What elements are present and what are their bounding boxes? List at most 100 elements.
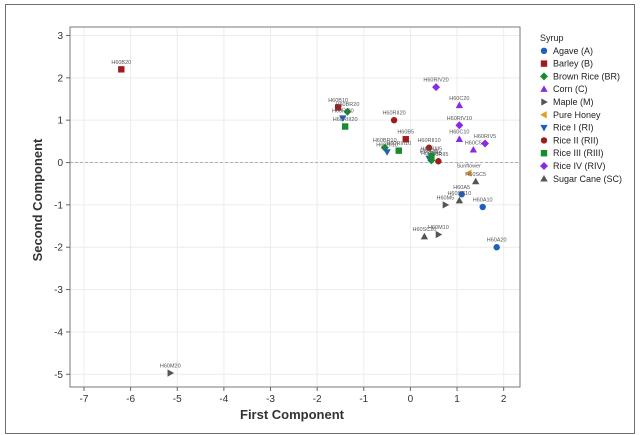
legend-item-label: Brown Rice (BR) bbox=[553, 71, 620, 81]
y-tick-label: 2 bbox=[57, 73, 63, 84]
x-tick-label: -3 bbox=[266, 394, 275, 405]
data-point bbox=[118, 66, 125, 73]
legend-marker bbox=[540, 150, 548, 157]
point-label: H60RIV20 bbox=[423, 78, 448, 84]
point-label: H60RIV5 bbox=[474, 134, 496, 140]
x-axis-title: First Component bbox=[240, 407, 345, 422]
legend-marker bbox=[540, 72, 548, 81]
legend-marker bbox=[540, 60, 548, 67]
legend-item-label: Corn (C) bbox=[553, 84, 588, 94]
x-tick-label: 2 bbox=[501, 394, 507, 405]
y-tick-label: -1 bbox=[54, 200, 63, 211]
data-point bbox=[420, 232, 429, 240]
point-label: H60M5 bbox=[437, 195, 455, 201]
point-label: H60SC10 bbox=[447, 191, 471, 197]
point-label: H60RII5 bbox=[428, 152, 448, 158]
data-point bbox=[395, 147, 402, 154]
data-point bbox=[458, 191, 465, 198]
point-label: H60RIII10 bbox=[386, 141, 411, 147]
legend-item-label: Rice I (RI) bbox=[553, 123, 594, 133]
x-tick-label: -7 bbox=[80, 394, 89, 405]
x-tick-label: -6 bbox=[126, 394, 135, 405]
data-point bbox=[455, 196, 464, 204]
legend-item-label: Barley (B) bbox=[553, 59, 593, 69]
legend-item-label: Maple (M) bbox=[553, 97, 594, 107]
legend-item-label: Rice IV (RIV) bbox=[553, 161, 606, 171]
data-point bbox=[455, 135, 464, 142]
point-label: H60C20 bbox=[449, 96, 469, 102]
point-label: H60M10 bbox=[428, 225, 449, 231]
y-tick-label: -2 bbox=[54, 243, 63, 254]
legend-marker bbox=[540, 85, 548, 92]
point-label: H60SC20 bbox=[412, 227, 436, 233]
legend-item-label: Pure Honey bbox=[553, 110, 601, 120]
point-label: H60RIII20 bbox=[333, 117, 358, 123]
legend-item-label: Sugar Cane (SC) bbox=[553, 174, 622, 184]
data-point bbox=[383, 149, 391, 156]
y-tick-label: -3 bbox=[54, 285, 63, 296]
x-tick-label: -1 bbox=[359, 394, 368, 405]
legend-marker bbox=[540, 111, 547, 119]
point-label: H60RII20 bbox=[382, 111, 405, 117]
legend-item-label: Agave (A) bbox=[553, 46, 593, 56]
x-tick-label: -2 bbox=[313, 394, 322, 405]
point-label: H60A10 bbox=[473, 198, 493, 204]
data-point bbox=[167, 369, 175, 377]
point-label: H60BR20 bbox=[336, 102, 360, 108]
data-point bbox=[390, 116, 398, 124]
point-label: H60RII10 bbox=[417, 138, 440, 144]
x-tick-label: 0 bbox=[408, 394, 414, 405]
point-label: H60RI20 bbox=[332, 109, 354, 115]
data-point bbox=[455, 101, 464, 109]
point-label: H60RIV10 bbox=[447, 116, 472, 122]
y-tick-label: 1 bbox=[57, 116, 63, 127]
plot-border bbox=[69, 26, 521, 388]
data-point bbox=[432, 83, 441, 92]
point-label: H60B10 bbox=[328, 98, 348, 104]
point-label: H60RIII5 bbox=[421, 147, 443, 153]
legend-marker bbox=[540, 47, 548, 54]
legend-item-label: Rice III (RIII) bbox=[553, 148, 604, 158]
legend-item-label: Rice II (RII) bbox=[553, 135, 599, 145]
axes-layer: -7 -6 -5 -4 -3 -2 -1 0 1 2 3 2 1 0 -1 -2 -3 -4 -5 bbox=[54, 26, 521, 405]
data-point bbox=[442, 201, 450, 209]
point-label: H60C10 bbox=[449, 130, 469, 136]
data-point bbox=[402, 136, 409, 143]
point-label: H60M20 bbox=[160, 364, 181, 370]
data-point bbox=[425, 144, 433, 151]
grid-layer bbox=[70, 27, 520, 387]
point-label: H60RI10 bbox=[376, 142, 398, 148]
data-point bbox=[493, 244, 500, 251]
point-label: H60C5 bbox=[465, 140, 482, 146]
y-tick-label: -4 bbox=[54, 327, 63, 338]
point-label: H60SC5 bbox=[465, 172, 486, 178]
point-label: Sunflower bbox=[456, 164, 481, 170]
y-tick-label: 0 bbox=[57, 158, 63, 169]
data-point bbox=[334, 104, 342, 111]
legend-marker bbox=[540, 174, 548, 182]
point-label: H60B5 bbox=[397, 130, 414, 136]
data-point bbox=[435, 158, 442, 165]
data-point bbox=[341, 123, 349, 130]
legend-marker bbox=[540, 124, 548, 132]
point-label: H60A20 bbox=[487, 238, 507, 244]
point-label: H60RI5 bbox=[420, 149, 439, 155]
data-point bbox=[472, 177, 480, 185]
data-point bbox=[435, 230, 443, 239]
data-point bbox=[479, 203, 486, 211]
legend-marker bbox=[540, 137, 548, 144]
data-point bbox=[469, 145, 478, 153]
y-tick-label: -5 bbox=[54, 370, 63, 381]
data-point bbox=[455, 121, 464, 130]
y-tick-label: 3 bbox=[57, 31, 63, 42]
point-label: H60B20 bbox=[111, 60, 131, 66]
data-point bbox=[339, 115, 347, 122]
legend-marker bbox=[541, 98, 548, 106]
x-tick-label: -4 bbox=[219, 394, 228, 405]
legend-marker bbox=[540, 162, 548, 170]
data-point bbox=[428, 152, 435, 160]
chart-frame bbox=[5, 4, 635, 434]
point-label: H60BR10 bbox=[373, 138, 397, 144]
points-layer: H60A20 H60A10 H60A5 H60B20 H60B10 H60B5 H60BR2… bbox=[111, 60, 507, 377]
